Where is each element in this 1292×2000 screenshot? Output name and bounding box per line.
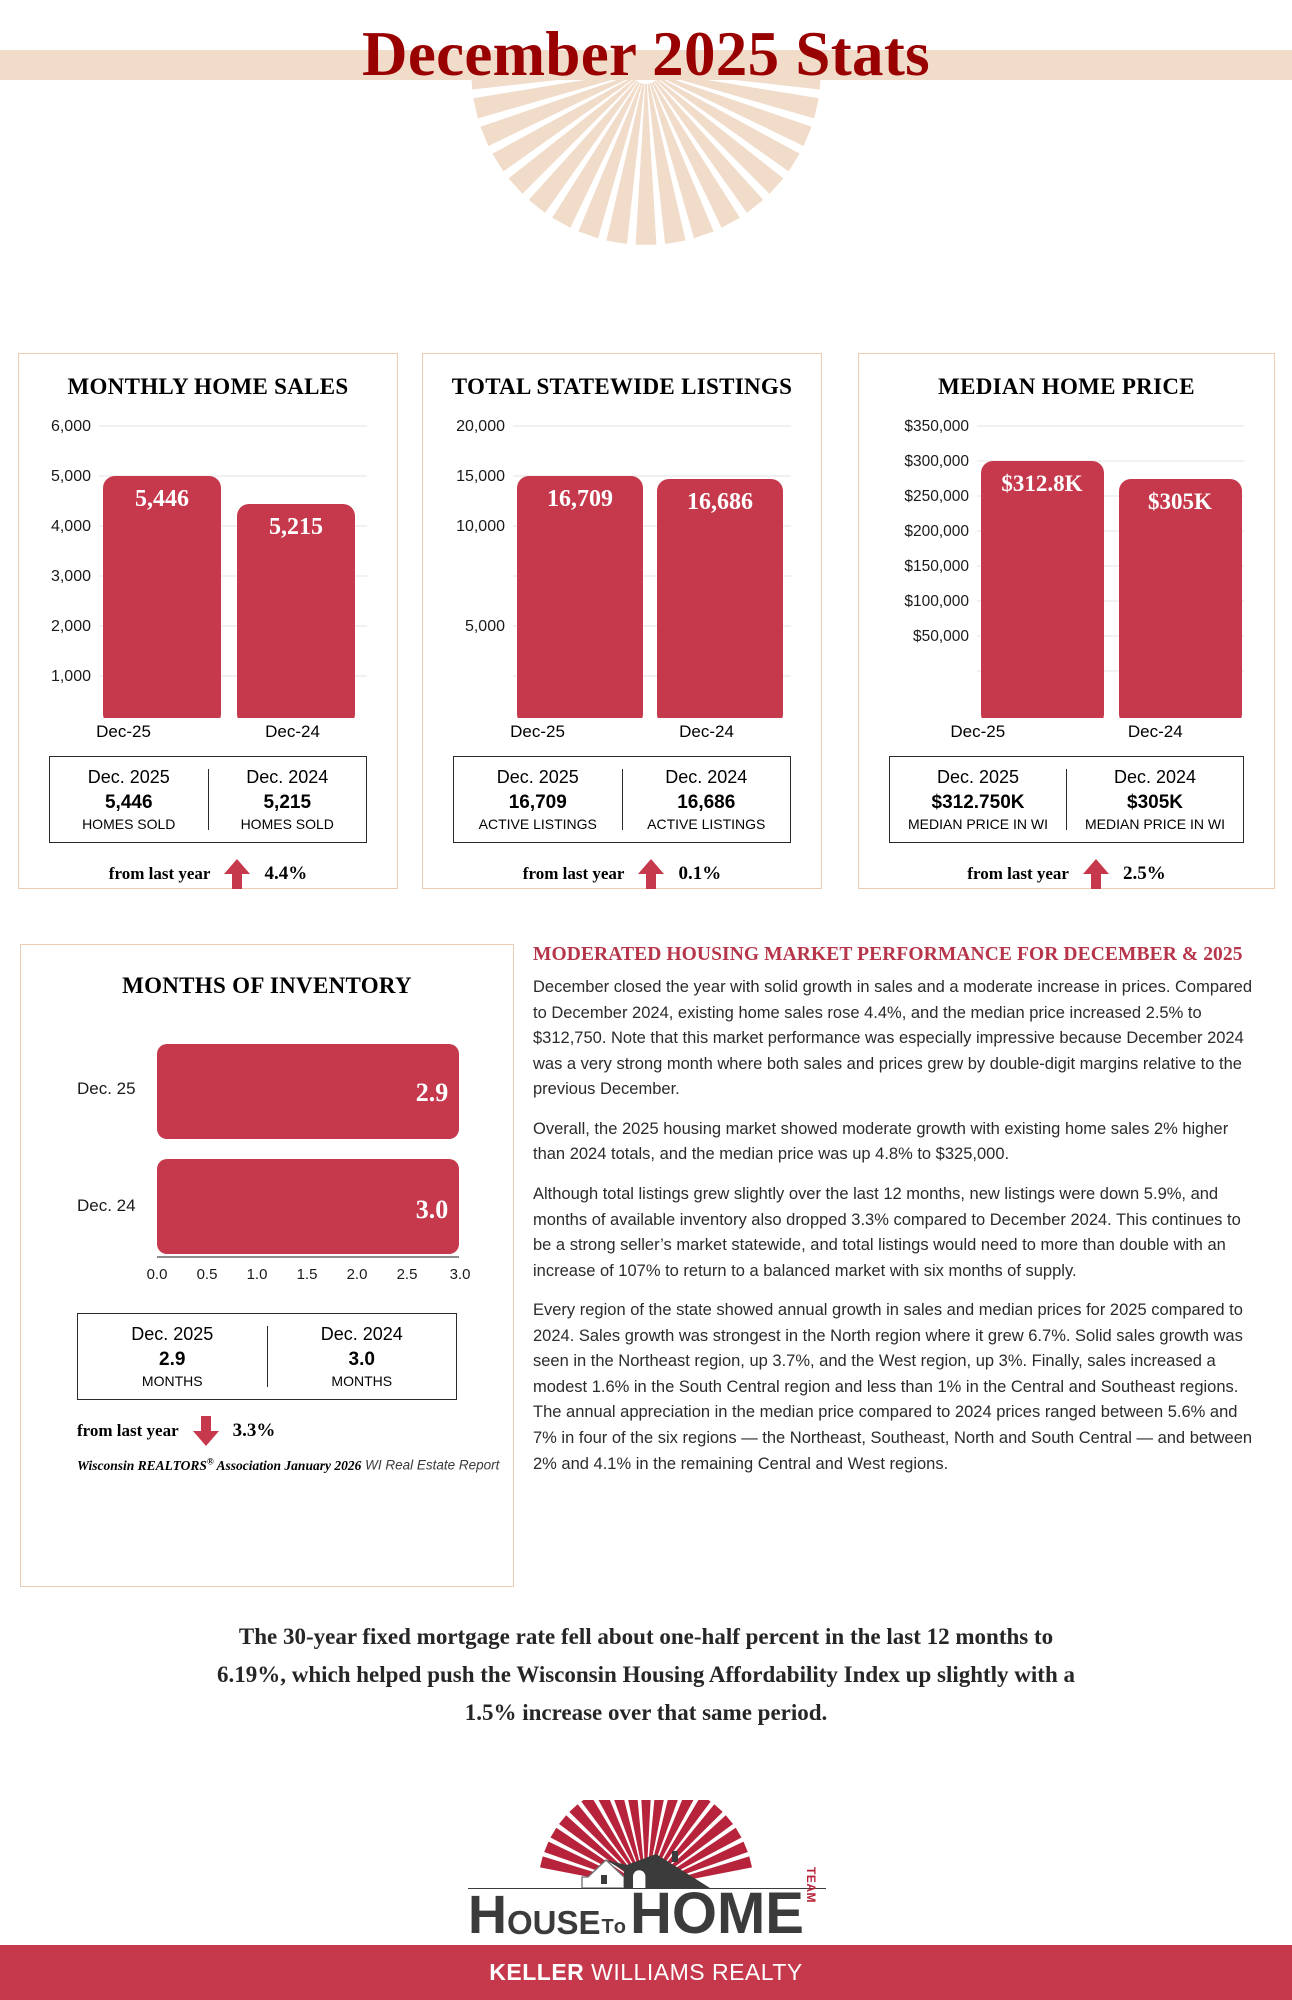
svg-text:2.5: 2.5 (397, 1266, 418, 1283)
svg-text:3,000: 3,000 (51, 568, 91, 585)
svg-text:16,709: 16,709 (547, 486, 613, 512)
svg-text:6,000: 6,000 (51, 418, 91, 435)
svg-text:$100,000: $100,000 (904, 593, 969, 610)
svg-text:2.9: 2.9 (416, 1078, 449, 1107)
svg-text:3.0: 3.0 (450, 1266, 471, 1283)
svg-text:0: 0 (82, 717, 91, 718)
svg-text:2.0: 2.0 (347, 1266, 368, 1283)
svg-text:1.5: 1.5 (297, 1266, 318, 1283)
svg-text:15,000: 15,000 (456, 468, 505, 485)
svg-text:$150,000: $150,000 (904, 558, 969, 575)
svg-text:$300,000: $300,000 (904, 453, 969, 470)
svg-text:Dec. 24: Dec. 24 (77, 1196, 136, 1215)
svg-text:1,000: 1,000 (51, 668, 91, 685)
svg-text:$200,000: $200,000 (904, 523, 969, 540)
svg-text:1.0: 1.0 (247, 1266, 268, 1283)
svg-text:$350,000: $350,000 (904, 418, 969, 435)
svg-text:$0: $0 (952, 717, 970, 718)
svg-text:5,215: 5,215 (269, 514, 323, 540)
svg-text:10,000: 10,000 (456, 518, 505, 535)
svg-text:4,000: 4,000 (51, 518, 91, 535)
svg-text:0.5: 0.5 (197, 1266, 218, 1283)
svg-text:5,000: 5,000 (51, 468, 91, 485)
svg-text:0.0: 0.0 (147, 1266, 168, 1283)
svg-text:Dec. 25: Dec. 25 (77, 1079, 136, 1098)
svg-text:0: 0 (496, 717, 505, 718)
svg-text:$50,000: $50,000 (913, 628, 969, 645)
svg-text:5,446: 5,446 (135, 486, 189, 512)
svg-text:16,686: 16,686 (687, 489, 753, 515)
svg-text:$250,000: $250,000 (904, 488, 969, 505)
svg-text:$305K: $305K (1148, 489, 1212, 514)
svg-text:$312.8K: $312.8K (1001, 471, 1082, 496)
svg-text:20,000: 20,000 (456, 418, 505, 435)
svg-text:5,000: 5,000 (465, 618, 505, 635)
svg-text:3.0: 3.0 (416, 1195, 449, 1224)
svg-text:2,000: 2,000 (51, 618, 91, 635)
